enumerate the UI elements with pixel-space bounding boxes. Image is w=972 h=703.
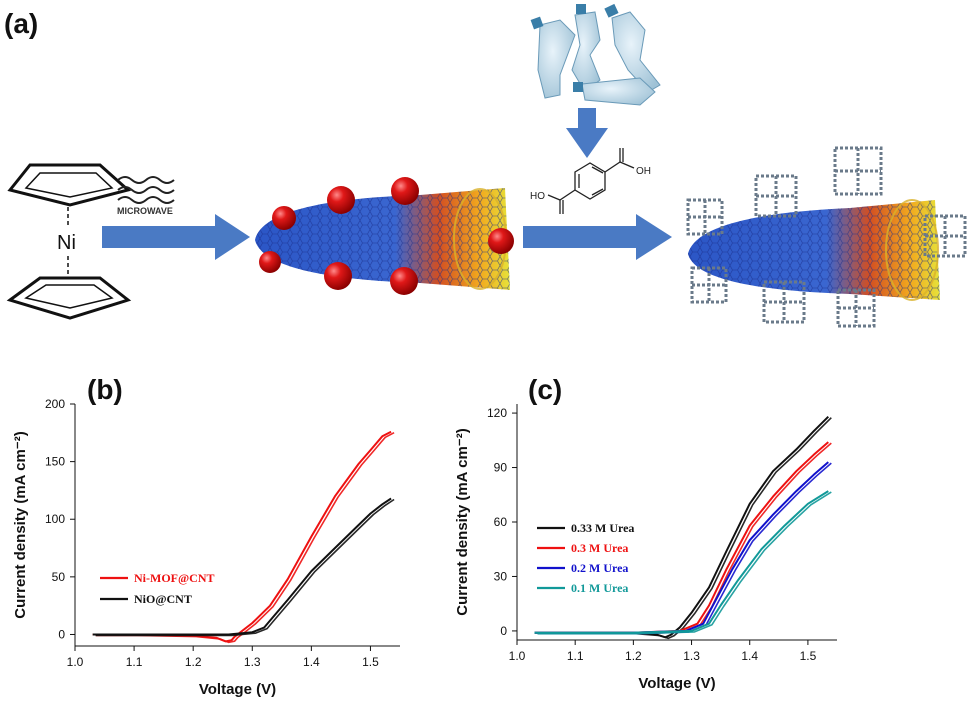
y-tick-label: 0 xyxy=(500,624,507,638)
legend-label-0: Ni-MOF@CNT xyxy=(134,571,214,585)
series-line-3-return xyxy=(537,491,832,635)
series-line-1 xyxy=(534,441,829,634)
series-line-1-return xyxy=(95,498,395,637)
chart-b-ni-mof-vs-nio: 1.0 1.1 1.2 1.3 1.4 1.5 0 50 100 150 200 Voltage (V… xyxy=(12,397,400,698)
y-tick-label: 0 xyxy=(58,627,65,641)
series-line-1 xyxy=(92,497,392,636)
y-axis-title: Current density (mA cm⁻²) xyxy=(12,431,29,618)
panel-label-a: (a) xyxy=(4,8,39,39)
x-tick-label: 1.1 xyxy=(126,655,143,669)
ni-mof-cnt-nanotube xyxy=(688,199,940,301)
y-tick-label: 60 xyxy=(494,515,508,529)
series-line-0-return xyxy=(537,417,832,640)
x-axis-title: Voltage (V) xyxy=(199,681,276,698)
legend-label-3: 0.1 M Urea xyxy=(571,581,628,595)
y-tick-label: 120 xyxy=(487,406,507,420)
legend-label-2: 0.2 M Urea xyxy=(571,561,628,575)
y-tick-label: 30 xyxy=(494,569,508,583)
x-axis-title: Voltage (V) xyxy=(638,675,715,692)
y-tick-label: 100 xyxy=(45,512,65,526)
y-tick-label: 150 xyxy=(45,455,65,469)
y-tick-label: 90 xyxy=(494,461,508,475)
terephthalic-acid-molecule xyxy=(547,148,635,214)
ho-label: HO xyxy=(530,191,545,202)
x-tick-label: 1.2 xyxy=(185,655,202,669)
x-tick-label: 1.0 xyxy=(509,649,526,663)
metal-symbol: Ni xyxy=(57,232,76,254)
y-tick-label: 50 xyxy=(52,570,66,584)
nio-cnt-nanotube xyxy=(255,177,514,295)
down-arrow xyxy=(566,108,608,158)
x-tick-label: 1.4 xyxy=(741,649,758,663)
x-tick-label: 1.2 xyxy=(625,649,642,663)
x-tick-label: 1.0 xyxy=(67,655,84,669)
legend-label-0: 0.33 M Urea xyxy=(571,521,634,535)
x-tick-label: 1.3 xyxy=(244,655,261,669)
reaction-arrow-1 xyxy=(102,214,250,260)
panel-label-c: (c) xyxy=(528,374,563,405)
series-line-0-return xyxy=(95,431,395,644)
oh-label: OH xyxy=(636,166,651,177)
legend-label-1: 0.3 M Urea xyxy=(571,541,628,555)
pet-bottles-image xyxy=(530,3,661,106)
panel-label-b: (b) xyxy=(87,374,123,405)
microwave-label: MICROWAVE xyxy=(117,206,173,216)
x-tick-label: 1.1 xyxy=(567,649,584,663)
reaction-arrow-2 xyxy=(523,214,672,260)
series-line-3 xyxy=(534,490,829,634)
x-tick-label: 1.5 xyxy=(362,655,379,669)
microwave-icon: MICROWAVE xyxy=(117,176,175,216)
chart-c-urea-concentration: 1.0 1.1 1.2 1.3 1.4 1.5 0 30 60 90 120 Voltage (V) C… xyxy=(455,404,837,692)
synthesis-scheme: Ni MICROWAVE xyxy=(6,3,967,328)
y-axis-title: Current density (mA cm⁻²) xyxy=(455,428,471,615)
x-tick-label: 1.4 xyxy=(303,655,320,669)
mof-crystals xyxy=(686,146,967,328)
series-line-1-return xyxy=(537,442,832,635)
legend-label-1: NiO@CNT xyxy=(134,592,192,606)
x-tick-label: 1.5 xyxy=(800,649,817,663)
y-tick-label: 200 xyxy=(45,397,65,411)
x-tick-label: 1.3 xyxy=(683,649,700,663)
nickelocene-molecule: Ni xyxy=(6,163,132,320)
